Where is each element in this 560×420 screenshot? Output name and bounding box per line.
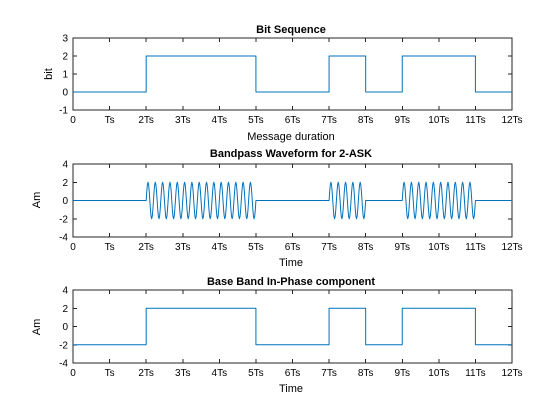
- x-tick-label: 8Ts: [358, 368, 374, 379]
- x-tick-label: 7Ts: [321, 368, 337, 379]
- y-tick-label: 4: [62, 286, 68, 297]
- tick-labels: 0 Ts 2Ts 3Ts 4Ts 5Ts 6Ts 7Ts 8Ts 9Ts 10Ts 11Ts 12Ts -…: [59, 34, 522, 127]
- plot-area: [72, 37, 513, 111]
- x-tick-label: 4Ts: [212, 242, 228, 253]
- x-tick-label: 2Ts: [138, 368, 154, 379]
- y-axis-label: Am: [31, 192, 43, 209]
- x-tick-label: 3Ts: [175, 368, 191, 379]
- bandpass-waveform-subplot: Bandpass Waveform for 2-ASK Time Am 0 Ts 2…: [31, 148, 523, 269]
- x-tick-label: 0: [70, 115, 76, 126]
- x-tick-label: 12Ts: [501, 368, 522, 379]
- x-tick-label: 0: [70, 242, 76, 253]
- x-tick-label: 2Ts: [138, 115, 154, 126]
- x-axis-label: Time: [279, 383, 303, 395]
- y-tick-label: 0: [62, 322, 68, 333]
- y-tick-label: -2: [59, 340, 68, 351]
- chart-title: Base Band In-Phase component: [207, 276, 375, 288]
- chart-title: Bit Sequence: [256, 24, 326, 36]
- series-line: [73, 307, 512, 346]
- y-tick-label: 3: [62, 34, 68, 45]
- x-tick-label: 12Ts: [501, 115, 522, 126]
- y-tick-label: 0: [62, 196, 68, 207]
- x-tick-label: 10Ts: [428, 242, 449, 253]
- x-tick-label: 8Ts: [358, 115, 374, 126]
- x-tick-label: 6Ts: [285, 242, 301, 253]
- series-line: [73, 181, 512, 220]
- x-tick-label: 7Ts: [321, 242, 337, 253]
- x-tick-label: 9Ts: [394, 242, 410, 253]
- series-line: [73, 55, 512, 93]
- x-tick-label: 11Ts: [465, 242, 485, 253]
- x-tick-label: 7Ts: [321, 115, 337, 126]
- x-tick-label: 5Ts: [248, 242, 264, 253]
- x-tick-label: 4Ts: [212, 368, 228, 379]
- x-tick-label: 11Ts: [465, 115, 485, 126]
- x-tick-label: 6Ts: [285, 368, 301, 379]
- x-tick-label: 10Ts: [428, 368, 449, 379]
- x-tick-label: 11Ts: [465, 368, 485, 379]
- x-tick-label: 2Ts: [138, 242, 154, 253]
- x-tick-label: 5Ts: [248, 368, 264, 379]
- y-tick-label: -1: [59, 106, 68, 117]
- y-axis-label: Am: [31, 319, 43, 336]
- plot-area: [72, 163, 513, 238]
- y-tick-label: 2: [62, 304, 68, 315]
- y-axis-label: bit: [43, 68, 55, 80]
- y-tick-label: -4: [59, 233, 68, 244]
- y-tick-label: 2: [62, 178, 68, 189]
- x-tick-label: 9Ts: [394, 368, 410, 379]
- x-tick-label: 3Ts: [175, 242, 191, 253]
- x-axis-label: Message duration: [247, 131, 334, 143]
- x-tick-label: 3Ts: [175, 115, 191, 126]
- x-tick-label: Ts: [105, 115, 115, 126]
- tick-labels: 0 Ts 2Ts 3Ts 4Ts 5Ts 6Ts 7Ts 8Ts 9Ts 10Ts 11Ts 12Ts -…: [59, 286, 522, 380]
- y-tick-label: 2: [62, 52, 68, 63]
- tick-labels: 0 Ts 2Ts 3Ts 4Ts 5Ts 6Ts 7Ts 8Ts 9Ts 10Ts 11Ts 12Ts -…: [59, 160, 522, 254]
- y-tick-label: -2: [59, 214, 68, 225]
- x-tick-label: 10Ts: [428, 115, 449, 126]
- axes-box: [72, 37, 513, 111]
- y-tick-label: 4: [62, 160, 68, 171]
- x-axis-label: Time: [279, 257, 303, 269]
- y-tick-label: 1: [62, 70, 68, 81]
- x-tick-label: 9Ts: [394, 115, 410, 126]
- x-tick-label: 5Ts: [248, 115, 264, 126]
- baseband-in-phase-subplot: Base Band In-Phase component Time Am 0 Ts…: [31, 276, 523, 395]
- x-tick-label: 8Ts: [358, 242, 374, 253]
- plot-area: [72, 289, 513, 364]
- x-tick-label: 4Ts: [212, 115, 228, 126]
- x-tick-label: 12Ts: [501, 242, 522, 253]
- x-tick-label: Ts: [105, 242, 115, 253]
- chart-title: Bandpass Waveform for 2-ASK: [210, 148, 372, 160]
- x-tick-label: 6Ts: [285, 115, 301, 126]
- y-tick-label: -4: [59, 359, 68, 370]
- x-tick-label: Ts: [105, 368, 115, 379]
- axes-box: [72, 289, 513, 364]
- y-tick-label: 0: [62, 88, 68, 99]
- bit-sequence-subplot: Bit Sequence Message duration bit 0 Ts 2Ts…: [43, 24, 523, 143]
- x-tick-label: 0: [70, 368, 76, 379]
